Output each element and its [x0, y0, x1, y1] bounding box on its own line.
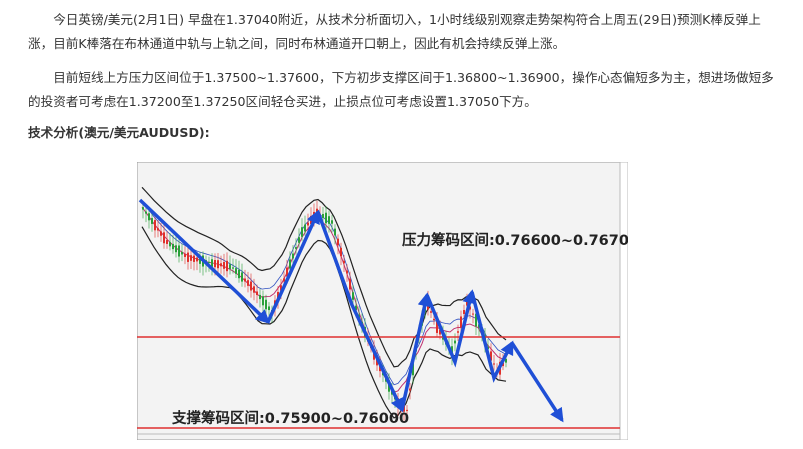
candle-body	[463, 310, 465, 314]
candle-body	[178, 245, 180, 257]
candle-body	[340, 247, 342, 257]
paragraph: 目前短线上方压力区间位于1.37500~1.37600，下方初步支撑区间于1.3…	[28, 70, 774, 109]
price-axis	[619, 162, 628, 440]
candle-body	[223, 262, 225, 269]
candle-body	[349, 278, 351, 290]
candle-body	[292, 253, 294, 259]
candle-body	[493, 363, 495, 365]
candle-body	[226, 260, 228, 272]
candle-body	[214, 260, 216, 268]
candle-body	[439, 329, 441, 335]
candle-body	[379, 364, 381, 372]
candle-body	[430, 311, 432, 313]
candle-body	[157, 228, 159, 231]
candle-body	[169, 242, 171, 247]
candle-body	[190, 255, 192, 261]
candle-body	[148, 213, 150, 221]
candle-body	[475, 313, 477, 327]
candle-body	[184, 254, 186, 257]
candle-body	[175, 245, 177, 253]
bollinger-band	[141, 186, 507, 368]
candle-body	[196, 257, 198, 262]
candle-body	[331, 220, 333, 224]
candle-body	[337, 238, 339, 246]
candle-body	[472, 313, 474, 315]
candle-body	[307, 222, 309, 226]
candle-body	[334, 228, 336, 236]
candle-body	[376, 358, 378, 366]
candle-body	[193, 255, 195, 262]
candle-body	[436, 321, 438, 333]
candle-body	[244, 278, 246, 282]
candle-body	[460, 316, 462, 328]
candle-body	[163, 232, 165, 244]
candle-body	[409, 388, 411, 391]
candle-body	[250, 281, 252, 291]
candle-body	[280, 285, 282, 291]
candle-body	[238, 269, 240, 279]
candle-body	[322, 213, 324, 219]
candle-body	[253, 286, 255, 293]
candle-body	[217, 260, 219, 269]
candle-body	[490, 351, 492, 361]
candle-body	[469, 306, 471, 310]
candle-body	[289, 259, 291, 269]
resistance-label: 压力筹码区间:0.76600~0.76700	[402, 231, 628, 249]
candle-body	[298, 237, 300, 243]
candle-body	[406, 409, 408, 411]
candle-body	[172, 243, 174, 250]
candle-body	[229, 264, 231, 269]
candle-body	[355, 305, 357, 311]
candle-body	[265, 299, 267, 310]
candle-body	[151, 218, 153, 224]
candle-body	[343, 260, 345, 264]
candle-body	[283, 278, 285, 282]
candle-body	[433, 318, 435, 321]
candle-body	[505, 358, 507, 363]
bollinger-band	[141, 226, 507, 419]
candle-body	[232, 267, 234, 269]
candle-body	[346, 270, 348, 274]
candle-body	[187, 252, 189, 262]
chart-image: 压力筹码区间:0.76600~0.76700 支撑筹码区间:0.75900~0.…	[137, 162, 628, 440]
support-label: 支撑筹码区间:0.75900~0.76000	[172, 409, 409, 427]
candle-body	[145, 211, 147, 214]
candle-body	[160, 231, 162, 236]
candle-body	[286, 267, 288, 277]
candle-body	[154, 220, 156, 231]
candle-body	[301, 227, 303, 237]
candle-body	[325, 212, 327, 224]
candle-body	[259, 294, 261, 300]
candle-body	[208, 261, 210, 263]
candle-body	[412, 363, 414, 376]
candle-body	[352, 292, 354, 300]
candle-body	[454, 340, 456, 344]
candle-body	[328, 216, 330, 224]
section-heading: 技术分析(澳元/美元AUDUSD):	[28, 125, 210, 140]
candle-body	[262, 296, 264, 306]
candle-body	[211, 259, 213, 267]
candle-body	[220, 263, 222, 267]
paragraph: 今日英镑/美元(2月1日) 早盘在1.37040附近，从技术分析面切入，1小时线…	[28, 12, 761, 51]
candle-body	[457, 331, 459, 333]
trend-arrows	[138, 198, 564, 423]
candle-body	[247, 280, 249, 286]
candle-body	[295, 247, 297, 249]
candle-body	[268, 306, 270, 311]
candle-body	[235, 268, 237, 274]
candle-body	[166, 240, 168, 244]
candle-body	[181, 252, 183, 255]
candle-body	[304, 224, 306, 232]
candle-body	[502, 362, 504, 367]
candle-body	[241, 272, 243, 282]
candle-body	[142, 207, 144, 210]
candle-body	[199, 256, 201, 264]
candle-body	[256, 291, 258, 295]
